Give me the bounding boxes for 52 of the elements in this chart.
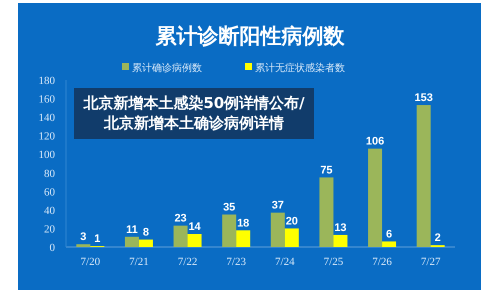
bar (284, 228, 299, 247)
data-label: 13 (334, 222, 347, 234)
data-label: 23 (174, 212, 187, 225)
bar (319, 177, 334, 247)
legend-label: 累计确诊病例数 (132, 62, 202, 74)
annotation: 北京新增本土感染50例详情公布/北京新增本土确诊病例详情 (74, 88, 314, 139)
y-tick-label: 40 (44, 204, 56, 217)
x-tick-label: 7/21 (129, 256, 149, 268)
data-label: 20 (286, 215, 298, 228)
data-label: 8 (142, 226, 149, 239)
x-tick-label: 7/24 (275, 256, 296, 268)
data-label: 3 (80, 231, 86, 244)
bar (138, 240, 153, 247)
data-label: 18 (237, 217, 250, 230)
data-label: 153 (414, 92, 433, 104)
bar (368, 148, 382, 247)
bar (270, 212, 285, 247)
x-tick-label: 7/20 (80, 256, 101, 268)
x-tick-label: 7/27 (420, 256, 441, 268)
bar (76, 244, 90, 247)
bar (174, 226, 188, 247)
bar (416, 105, 431, 247)
data-label: 106 (366, 136, 384, 148)
bar (124, 236, 139, 247)
x-tick-label: 7/23 (226, 256, 246, 268)
x-tick-label: 7/25 (324, 256, 344, 268)
y-tick-label: 80 (44, 168, 56, 180)
x-tick-label: 7/26 (372, 256, 392, 268)
data-label: 11 (126, 224, 138, 236)
data-label: 6 (386, 228, 392, 240)
bar (333, 234, 348, 247)
data-label: 2 (434, 232, 441, 244)
x-tick-label: 7/22 (178, 256, 198, 268)
y-tick-label: 120 (38, 130, 56, 143)
bar (236, 230, 250, 247)
title: 累计诊断阳性病例数 (156, 25, 344, 48)
y-tick-label: 20 (44, 223, 56, 236)
y-tick-label: 0 (50, 242, 56, 254)
bar (222, 214, 236, 247)
data-label: 14 (188, 221, 202, 234)
data-label: 35 (223, 202, 236, 214)
y-tick-label: 140 (38, 112, 56, 124)
bar (382, 241, 396, 247)
data-label: 1 (94, 233, 100, 246)
y-tick-label: 180 (38, 75, 56, 87)
bar (188, 234, 202, 247)
y-tick-label: 100 (38, 149, 56, 162)
y-tick-label: 60 (44, 186, 56, 198)
data-label: 75 (320, 164, 333, 176)
y-tick-label: 160 (38, 94, 56, 106)
data-label: 37 (272, 200, 284, 212)
legend-label: 累计无症状感染者数 (255, 62, 345, 74)
